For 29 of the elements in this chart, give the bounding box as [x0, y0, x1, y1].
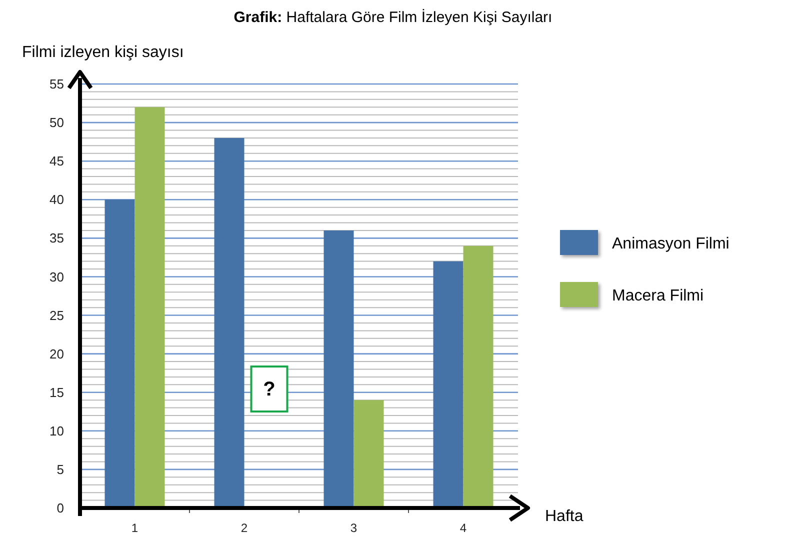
y-tick-label: 5: [56, 462, 64, 478]
annotation: ?: [263, 378, 276, 401]
y-tick-label: 0: [56, 500, 64, 516]
bar: [134, 107, 165, 508]
legend-label: Animasyon Filmi: [612, 236, 730, 253]
bar: [324, 230, 354, 508]
y-tick-label: 10: [50, 423, 64, 438]
x-tick-label: 2: [240, 521, 248, 535]
bar: [433, 261, 464, 508]
bar: [463, 246, 494, 508]
x-tick-label: 1: [131, 521, 138, 535]
y-tick-label: 30: [50, 269, 64, 284]
y-tick-label: 15: [50, 384, 64, 400]
chart-title: Grafik: Haftalara Göre Film İzleyen Kişi Sayıları: [234, 8, 552, 26]
y-tick-label: 40: [50, 192, 64, 208]
y-tick-label: 50: [50, 115, 64, 130]
x-axis-title: Hafta: [545, 508, 584, 525]
bar: [354, 400, 384, 508]
y-tick-label: 20: [50, 346, 64, 362]
bar: [214, 138, 244, 508]
x-tick-label: 4: [460, 521, 467, 535]
y-tick-label: 35: [50, 230, 64, 246]
y-axis-title: Filmi izleyen kişi sayısı: [22, 44, 184, 61]
x-tick-label: 3: [350, 521, 358, 535]
bar: [104, 200, 135, 508]
y-tick-label: 25: [50, 308, 64, 323]
y-tick-label: 45: [50, 154, 64, 169]
y-tick-label: 55: [50, 76, 64, 92]
legend-label: Macera Filmi: [612, 288, 704, 305]
